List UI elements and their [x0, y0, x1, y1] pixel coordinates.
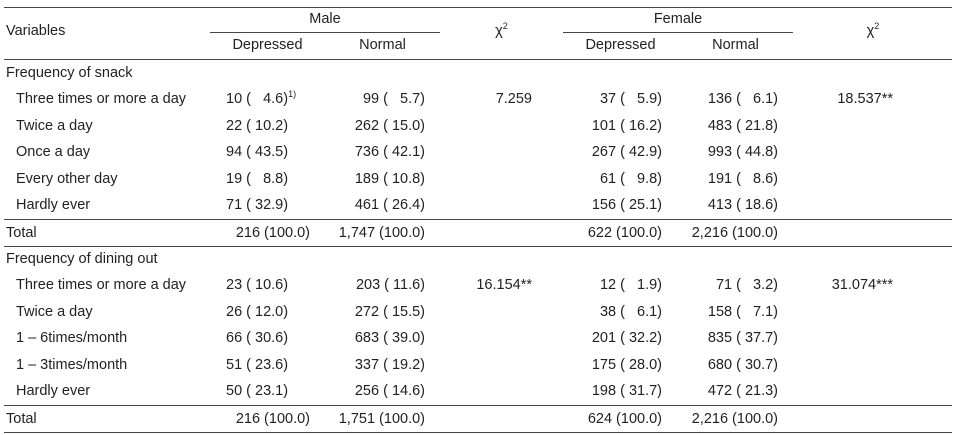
total-label: Total	[6, 225, 37, 242]
row-label: Every other day	[16, 170, 118, 187]
male-depressed-value: 23 ( 10.6)	[226, 277, 289, 294]
female-depressed-value: 38 ( 6.1)	[599, 303, 662, 320]
header-male-normal: Normal	[359, 37, 406, 53]
section-title: Frequency of dining out	[6, 251, 158, 267]
female-normal-value: 191 ( 8.6)	[707, 170, 778, 187]
male-normal-total: 1,751 (100.0)	[338, 411, 425, 428]
male-normal-value: 461 ( 26.4)	[354, 197, 425, 213]
section-bottom-rule	[4, 246, 952, 248]
female-normal-total: 2,216 (100.0)	[691, 225, 778, 242]
top-rule	[4, 7, 952, 8]
male-normal-value: 683 ( 39.0)	[354, 330, 425, 347]
female-depressed-total: 624 (100.0)	[587, 411, 662, 428]
header-female: Female	[653, 11, 703, 27]
header-male: Male	[309, 11, 341, 27]
male-depressed-value: 94 ( 43.5)	[226, 144, 289, 161]
row-label: Twice a day	[16, 303, 93, 320]
male-depressed-value: 71 ( 32.9)	[226, 197, 289, 213]
female-normal-value: 71 ( 3.2)	[715, 277, 778, 294]
female-normal-value: 136 ( 6.1)	[707, 91, 778, 108]
female-normal-value: 835 ( 37.7)	[707, 330, 778, 347]
male-depressed-value: 51 ( 23.6)	[226, 356, 289, 373]
female-depressed-value: 175 ( 28.0)	[591, 356, 662, 373]
section-bottom-rule	[4, 432, 952, 434]
male-normal-value: 99 ( 5.7)	[362, 91, 425, 108]
male-depressed-value: 26 ( 12.0)	[226, 303, 289, 320]
male-normal-value: 262 ( 15.0)	[354, 117, 425, 134]
female-chi2-value: 18.537**	[837, 91, 893, 108]
header-bottom-rule	[4, 59, 952, 60]
female-normal-total: 2,216 (100.0)	[691, 411, 778, 428]
male-depressed-value: 19 ( 8.8)	[226, 170, 289, 187]
female-depressed-value: 101 ( 16.2)	[591, 117, 662, 134]
row-label: Three times or more a day	[16, 91, 187, 108]
female-depressed-value: 61 ( 9.8)	[599, 170, 662, 187]
female-normal-value: 413 ( 18.6)	[707, 197, 778, 213]
male-normal-value: 272 ( 15.5)	[354, 303, 425, 320]
row-label: Hardly ever	[16, 197, 91, 213]
female-depressed-value: 12 ( 1.9)	[599, 277, 662, 294]
header-variables: Variables	[6, 23, 66, 39]
male-chi2-value: 7.259	[495, 91, 532, 108]
header-chi2-female: χ2	[866, 21, 880, 40]
female-normal-value: 472 ( 21.3)	[707, 383, 778, 399]
total-label: Total	[6, 411, 37, 428]
male-normal-value: 736 ( 42.1)	[354, 144, 425, 161]
female-depressed-total: 622 (100.0)	[587, 225, 662, 242]
female-chi2-value: 31.074***	[831, 277, 893, 294]
row-label: Hardly ever	[16, 383, 91, 399]
female-normal-value: 483 ( 21.8)	[707, 117, 778, 134]
header-female-normal: Normal	[712, 37, 759, 53]
female-normal-value: 158 ( 7.1)	[707, 303, 778, 320]
male-subrule	[210, 32, 440, 33]
row-label: Twice a day	[16, 117, 93, 134]
female-depressed-value: 156 ( 25.1)	[591, 197, 662, 213]
male-depressed-total: 216 (100.0)	[235, 225, 310, 242]
header-chi2-male: χ2	[495, 21, 508, 40]
male-normal-value: 203 ( 11.6)	[355, 277, 425, 294]
female-normal-value: 993 ( 44.8)	[707, 144, 778, 161]
male-chi2-value: 16.154**	[476, 277, 532, 294]
female-depressed-value: 198 ( 31.7)	[591, 383, 662, 399]
total-rule	[4, 219, 952, 221]
male-normal-value: 256 ( 14.6)	[354, 383, 425, 399]
row-label: 1 – 6times/month	[16, 330, 128, 347]
female-normal-value: 680 ( 30.7)	[707, 356, 778, 373]
header-female-depressed: Depressed	[585, 37, 656, 53]
footnote-marker: 1)	[288, 89, 297, 100]
male-depressed-value: 10 ( 4.6)1)	[226, 89, 297, 108]
header-male-depressed: Depressed	[232, 37, 303, 53]
male-normal-value: 189 ( 10.8)	[354, 170, 425, 187]
female-depressed-value: 37 ( 5.9)	[599, 91, 662, 108]
female-subrule	[563, 32, 793, 33]
male-normal-value: 337 ( 19.2)	[354, 356, 425, 373]
male-depressed-value: 50 ( 23.1)	[226, 383, 289, 399]
male-depressed-value: 22 ( 10.2)	[226, 117, 289, 134]
male-depressed-total: 216 (100.0)	[235, 411, 310, 428]
male-normal-total: 1,747 (100.0)	[338, 225, 425, 242]
section-title: Frequency of snack	[6, 65, 133, 81]
row-label: 1 – 3times/month	[16, 356, 128, 373]
male-depressed-value: 66 ( 30.6)	[226, 330, 289, 347]
row-label: Once a day	[16, 144, 91, 161]
total-rule	[4, 405, 952, 407]
female-depressed-value: 201 ( 32.2)	[591, 330, 662, 347]
row-label: Three times or more a day	[16, 277, 187, 294]
female-depressed-value: 267 ( 42.9)	[591, 144, 662, 161]
